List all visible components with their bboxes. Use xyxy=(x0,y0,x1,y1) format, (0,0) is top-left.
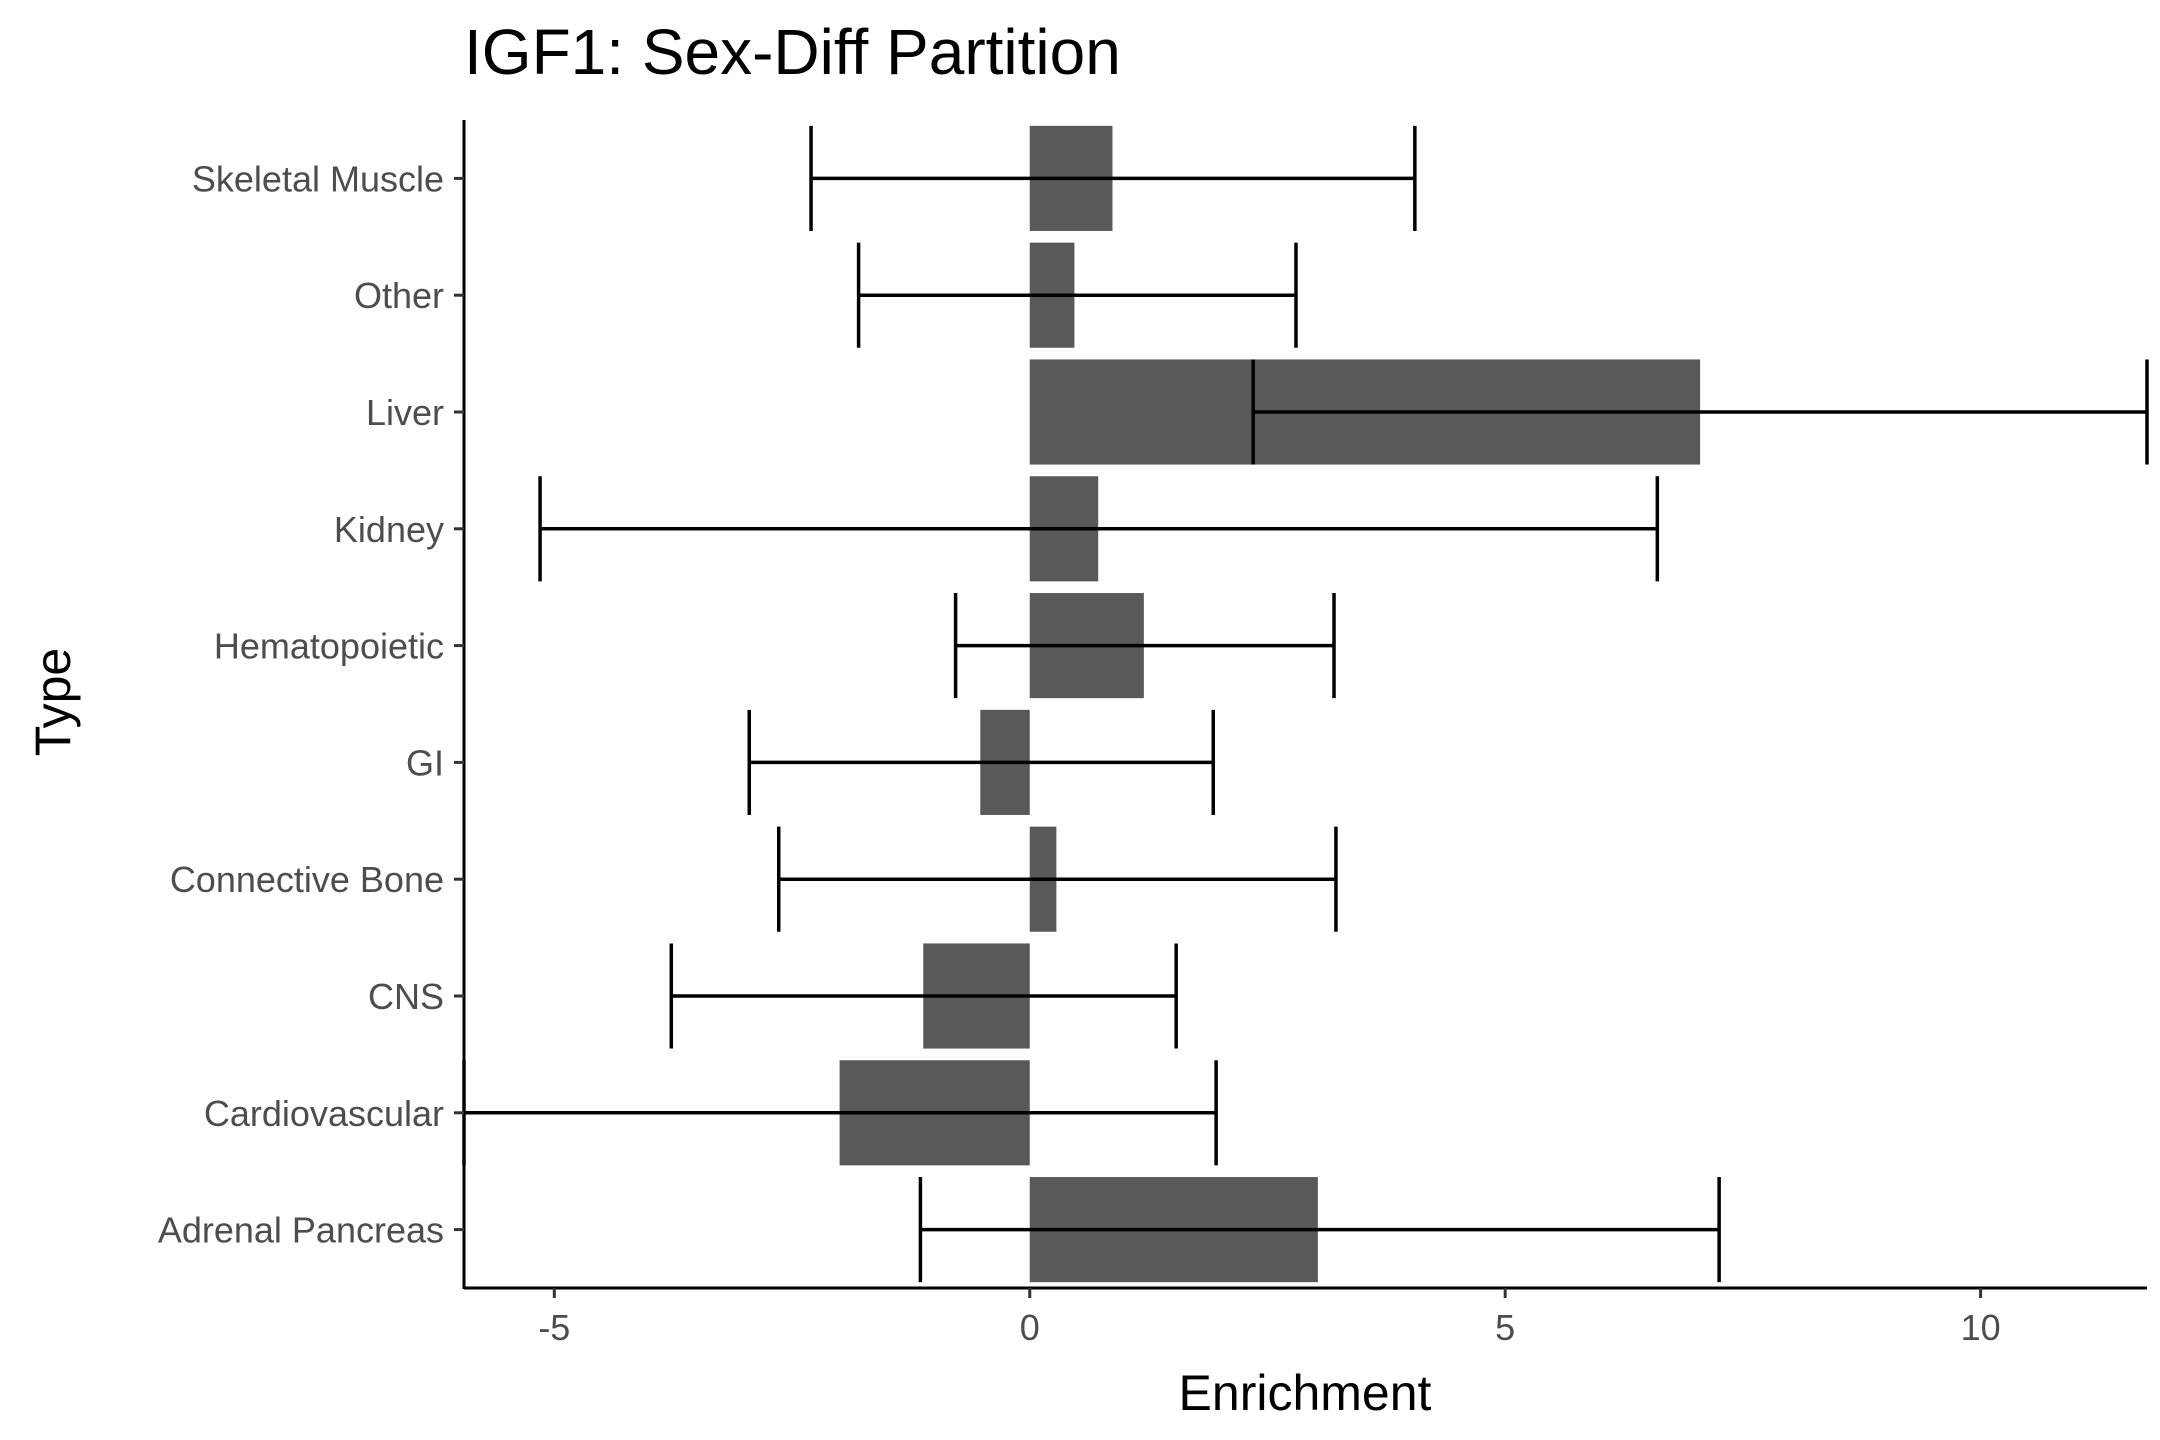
chart-title: IGF1: Sex-Diff Partition xyxy=(464,16,1121,88)
x-ticks: -5 0 5 10 xyxy=(538,1288,2001,1348)
bars-layer xyxy=(839,125,1701,1283)
x-tick-label: -5 xyxy=(538,1307,570,1348)
y-tick-label: Liver xyxy=(366,392,444,433)
y-tick-label: Hematopoietic xyxy=(214,626,444,667)
x-axis-title: Enrichment xyxy=(1179,1365,1432,1421)
y-tick-label: Other xyxy=(354,275,444,316)
y-axis-title: Type xyxy=(25,648,81,756)
y-tick-label: Connective Bone xyxy=(170,859,444,900)
y-tick-label: CNS xyxy=(368,976,444,1017)
x-tick-label: 0 xyxy=(1020,1307,1040,1348)
x-tick-label: 5 xyxy=(1495,1307,1515,1348)
errorbars-layer xyxy=(462,125,2149,1283)
x-tick-label: 10 xyxy=(1961,1307,2001,1348)
y-tick-label: Kidney xyxy=(334,509,444,550)
y-tick-label: GI xyxy=(406,742,444,783)
y-tick-label: Adrenal Pancreas xyxy=(158,1210,444,1251)
y-tick-label: Cardiovascular xyxy=(204,1093,444,1134)
y-tick-label: Skeletal Muscle xyxy=(192,158,444,199)
y-ticks: Adrenal Pancreas Cardiovascular CNS Connect… xyxy=(158,158,464,1251)
